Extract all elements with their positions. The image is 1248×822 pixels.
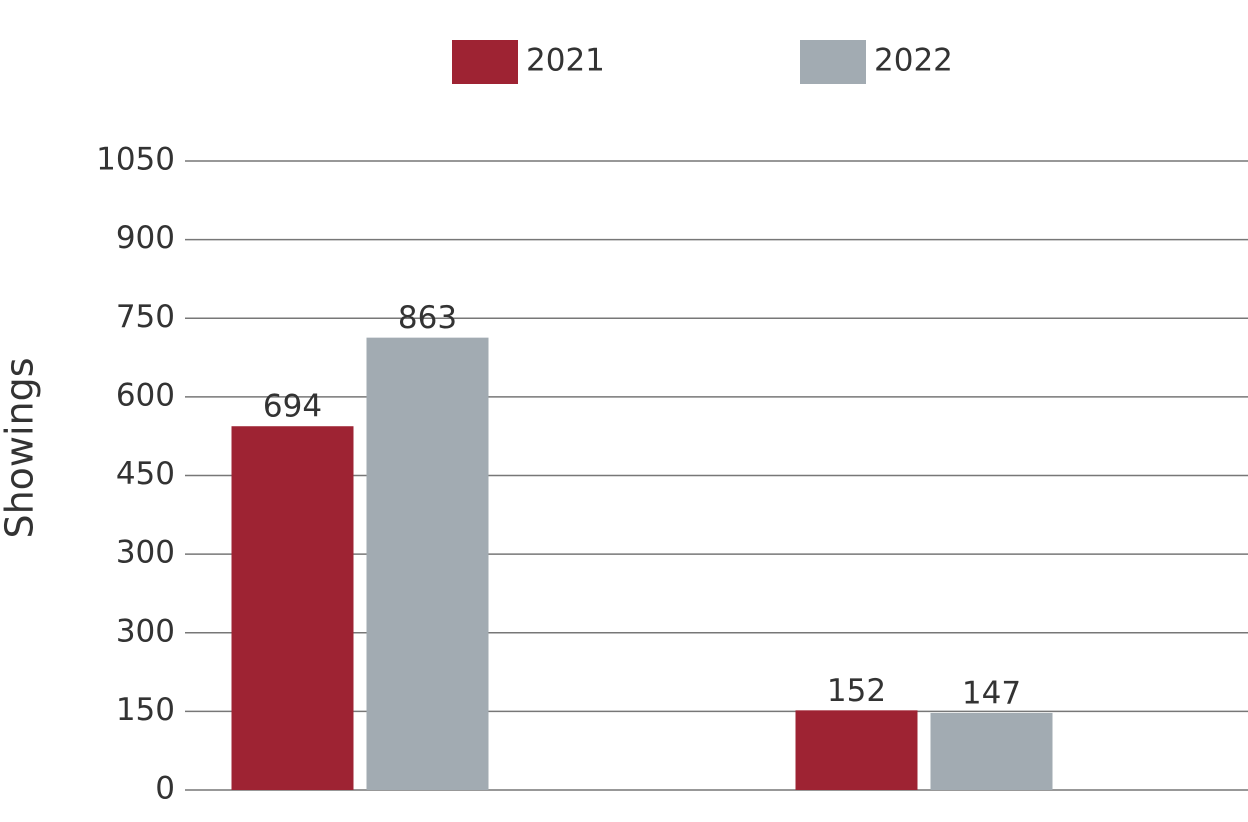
y-tick-label: 900: [116, 220, 175, 256]
legend-label: 2022: [874, 43, 953, 79]
y-tick-label: 300: [116, 613, 175, 649]
data-label: 694: [263, 389, 322, 425]
legend-swatch: [452, 40, 518, 84]
data-label: 863: [398, 300, 457, 336]
legend-label: 2021: [526, 43, 605, 79]
y-tick-label: 600: [116, 377, 175, 413]
data-label: 152: [827, 673, 886, 709]
bar: [231, 426, 354, 790]
y-axis-label: Showings: [0, 357, 42, 538]
bar: [795, 710, 918, 790]
y-tick-label: 0: [155, 771, 175, 807]
legend-swatch: [800, 40, 866, 84]
y-tick-label: 150: [116, 692, 175, 728]
y-tick-label: 300: [116, 535, 175, 571]
y-tick-label: 750: [116, 299, 175, 335]
data-label: 147: [962, 675, 1021, 711]
y-tick-label: 1050: [96, 142, 175, 178]
bar: [930, 712, 1053, 790]
bar: [366, 337, 489, 790]
y-tick-label: 450: [116, 456, 175, 492]
